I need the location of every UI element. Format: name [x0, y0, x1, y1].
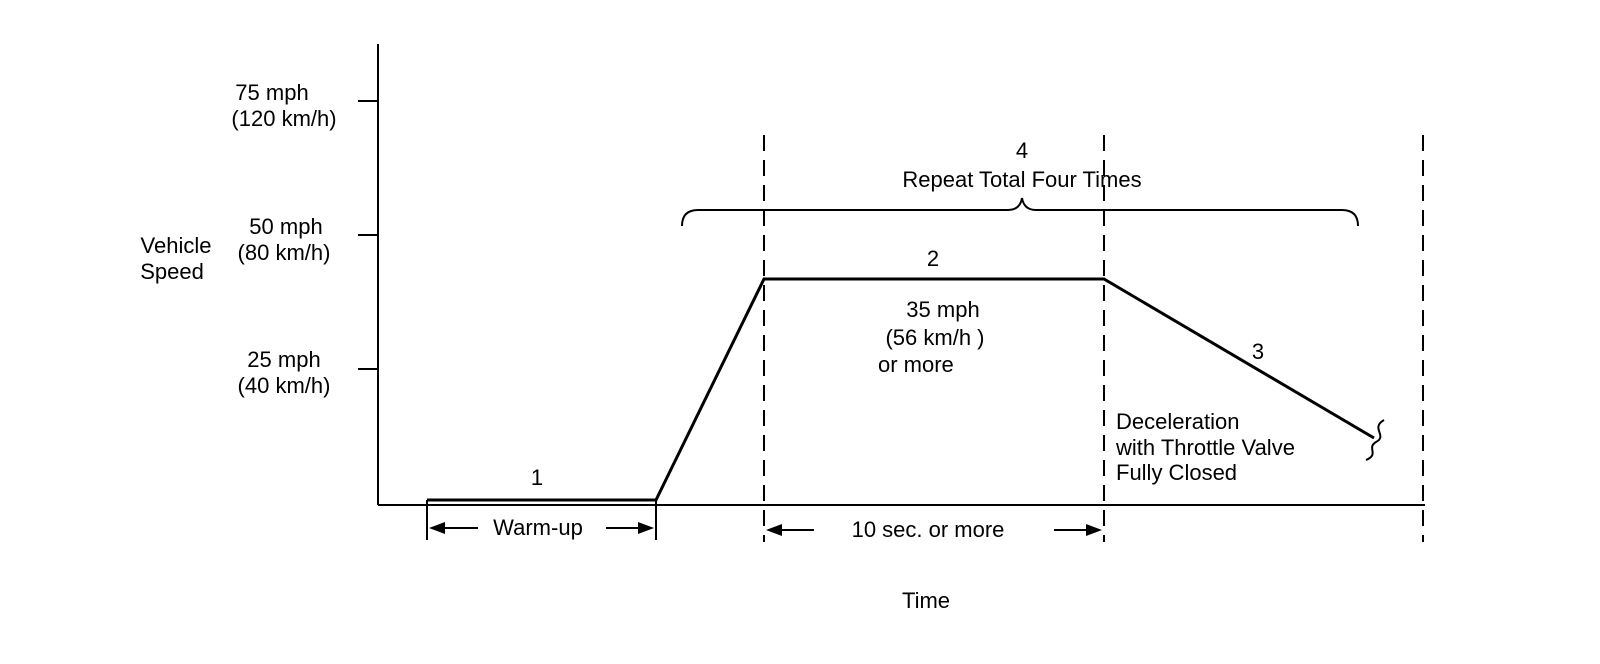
y-tick-label-25-mph: 25 mph: [247, 347, 320, 372]
x-axis-title: Time: [902, 588, 950, 613]
warmup-arrow-right-head: [638, 522, 654, 534]
break-mark-icon: [1365, 419, 1385, 461]
duration-label: 10 sec. or more: [852, 517, 1005, 542]
step-4-label: 4: [1016, 138, 1028, 163]
step-3-label: 3: [1252, 339, 1264, 364]
y-tick-label-75-kmh: (120 km/h): [231, 106, 336, 131]
warmup-arrow-left-head: [429, 522, 445, 534]
step-1-label: 1: [531, 465, 543, 490]
repeat-brace: [681, 197, 1359, 227]
warmup-label: Warm-up: [493, 515, 583, 540]
y-tick-label-75-mph: 75 mph: [235, 80, 308, 105]
y-axis-title-line1: Vehicle: [141, 233, 212, 258]
decel-note-line3: Fully Closed: [1116, 460, 1237, 485]
speed-note-line2: (56 km/h ): [885, 325, 984, 350]
speed-profile-line: [427, 277, 1375, 502]
repeat-label: Repeat Total Four Times: [902, 167, 1141, 192]
speed-note-line1: 35 mph: [906, 297, 979, 322]
decel-note-line2: with Throttle Valve: [1115, 435, 1295, 460]
decel-note-line1: Deceleration: [1116, 409, 1240, 434]
speed-note-line3: or more: [878, 352, 954, 377]
y-tick-label-25-kmh: (40 km/h): [238, 373, 331, 398]
y-axis-title-line2: Speed: [140, 259, 204, 284]
duration-arrow-left-head: [766, 524, 782, 536]
y-tick-label-50-mph: 50 mph: [249, 214, 322, 239]
y-tick-label-50-kmh: (80 km/h): [238, 240, 331, 265]
step-2-label: 2: [927, 246, 939, 271]
duration-arrow-right-head: [1086, 524, 1102, 536]
